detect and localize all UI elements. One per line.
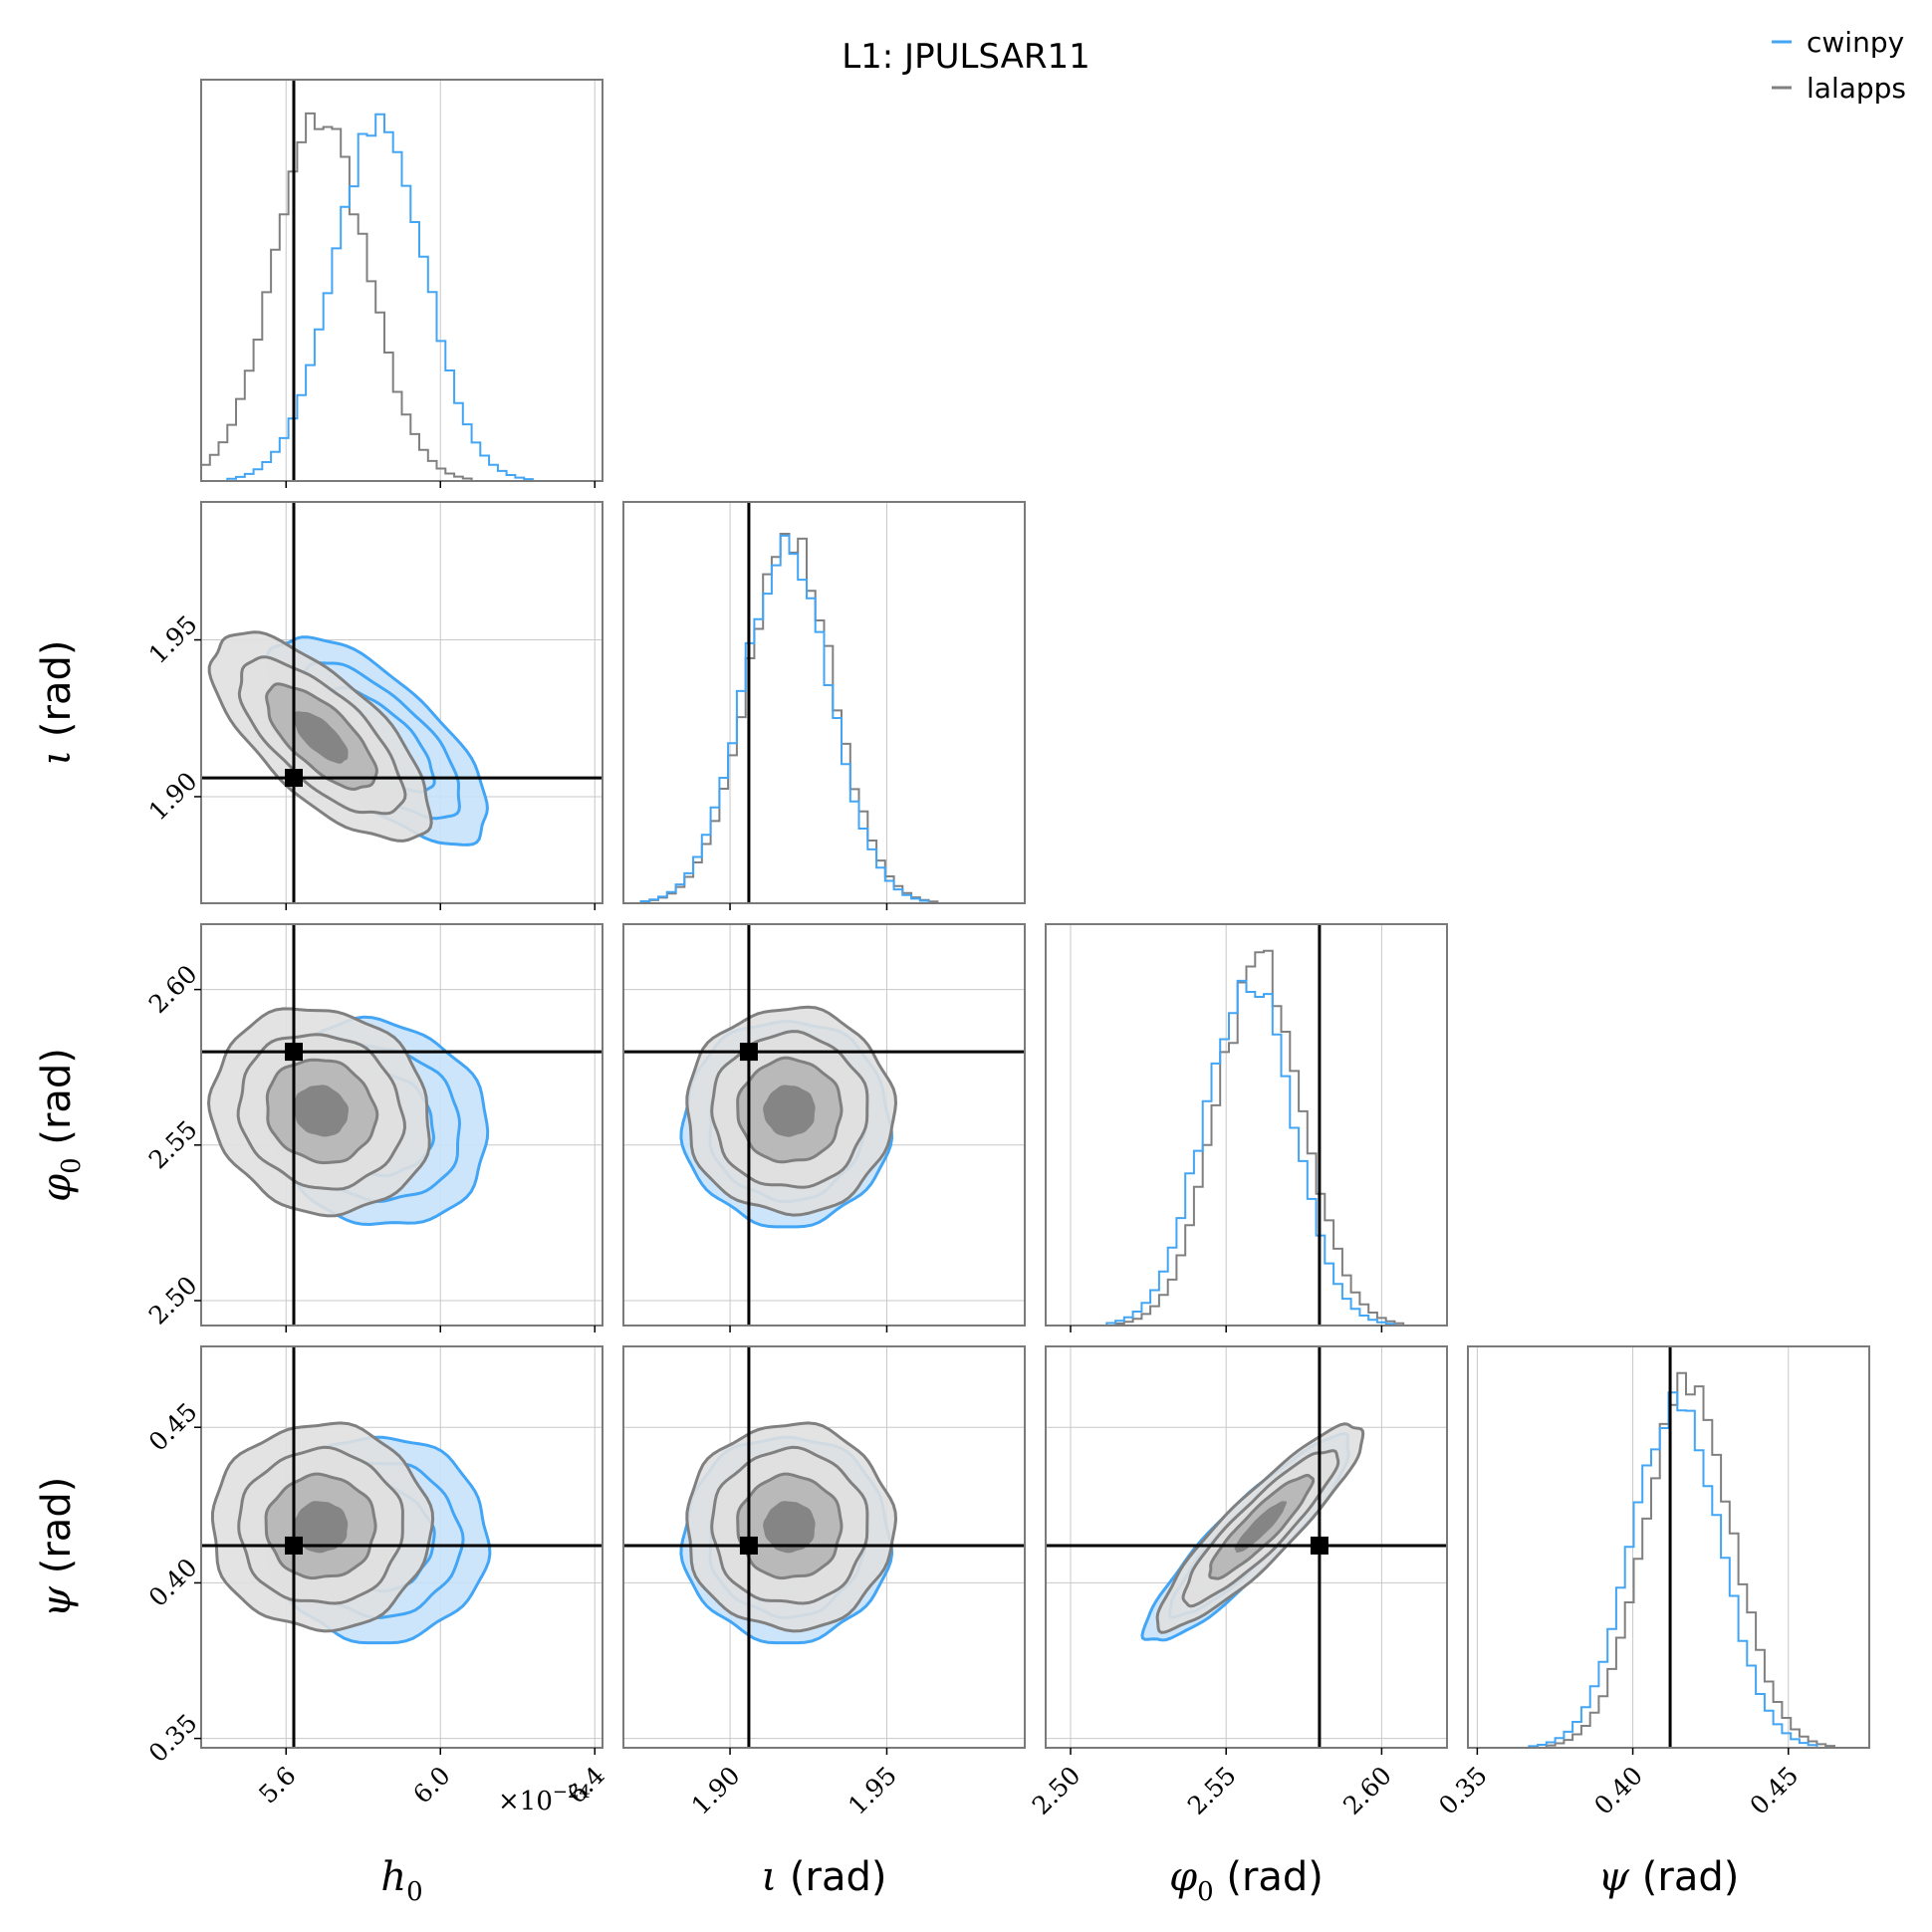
- y-axis-label-psi: ψ (rad): [34, 1477, 80, 1618]
- x-axis-label-psi: ψ (rad): [1598, 1854, 1740, 1900]
- joint-panel-phi0-psi: 2.50 2.55 2.60: [1027, 1345, 1448, 1820]
- x-axis-label-iota: ι (rad): [762, 1854, 887, 1900]
- panel-frame: [622, 923, 1026, 1327]
- truth-marker: [285, 1043, 303, 1062]
- panel-frame: [200, 79, 604, 482]
- x-tick-label: 1.95: [843, 1761, 902, 1820]
- truth-marker: [285, 769, 303, 788]
- panel-frame: [200, 1345, 604, 1749]
- y-tick-label: 0.40: [143, 1553, 203, 1612]
- panel-frame: [1045, 923, 1448, 1327]
- x-tick-label: 0.45: [1744, 1761, 1804, 1820]
- histogram-lalapps: [623, 533, 1025, 903]
- x-tick-label: 0.40: [1588, 1761, 1648, 1820]
- x-tick-label: 5.6: [253, 1761, 302, 1810]
- histogram-cwinpy: [1468, 1391, 1869, 1748]
- contour-lalapps: [1234, 1501, 1287, 1553]
- contour-lalapps: [763, 1501, 816, 1554]
- joint-panel-h0-phi0: 2.50 2.55 2.60: [143, 923, 604, 1332]
- legend: cwinpy lalapps: [1772, 26, 1906, 105]
- x-axis-label-h0: h0: [380, 1854, 422, 1907]
- figure-title: L1: JPULSAR11: [842, 37, 1090, 77]
- x-tick-label: 2.55: [1182, 1761, 1242, 1820]
- x-tick-label: 0.35: [1433, 1761, 1493, 1820]
- offset-multiplier: ×10−24: [498, 1782, 591, 1816]
- y-tick-label: 0.35: [143, 1708, 203, 1768]
- truth-marker: [739, 1536, 758, 1555]
- y-tick-label: 1.90: [143, 767, 203, 827]
- histogram-panel-h0: [200, 79, 604, 488]
- y-axis-label-phi0: φ0 (rad): [34, 1048, 87, 1202]
- panels: 1.901.952.502.552.605.6 6.0 6.40.350.400.4…: [143, 79, 1870, 1820]
- joint-panel-h0-psi: 5.6 6.0 6.40.350.400.45: [143, 1345, 610, 1810]
- y-tick-label: 1.95: [143, 609, 203, 669]
- histogram-lalapps: [1046, 949, 1447, 1326]
- x-tick-label: 6.0: [407, 1761, 456, 1810]
- truth-marker: [285, 1536, 303, 1555]
- panel-frame: [1467, 1345, 1870, 1749]
- histogram-cwinpy: [623, 534, 1025, 903]
- y-axis-label-iota: ι (rad): [34, 640, 80, 766]
- y-tick-label: 2.60: [143, 959, 203, 1019]
- histogram-cwinpy: [201, 113, 603, 481]
- contour-lalapps: [293, 1085, 349, 1137]
- axis-labels: h0 ι (rad) φ0 (rad) ψ (rad) ι (rad) φ0 (rad) ψ…: [34, 640, 1739, 1907]
- panel-frame: [200, 501, 604, 904]
- legend-label-lalapps: lalapps: [1807, 72, 1906, 105]
- truth-marker: [739, 1043, 758, 1062]
- x-tick-label: 2.50: [1027, 1761, 1087, 1820]
- x-tick-label: 2.60: [1337, 1761, 1397, 1820]
- legend-label-cwinpy: cwinpy: [1807, 26, 1904, 59]
- contour-lalapps: [293, 1501, 349, 1554]
- panel-frame: [200, 923, 604, 1327]
- joint-panel-iota-psi: 1.90 1.95: [622, 1345, 1026, 1820]
- joint-panel-iota-phi0: [622, 923, 1026, 1332]
- histogram-panel-iota: [622, 501, 1026, 910]
- y-tick-label: 2.55: [143, 1115, 203, 1175]
- joint-panel-h0-iota: 1.90 1.95: [143, 501, 604, 910]
- panel-frame: [622, 501, 1026, 904]
- x-tick-label: 1.90: [686, 1761, 746, 1820]
- y-tick-label: 0.45: [143, 1397, 203, 1457]
- panel-frame: [622, 1345, 1026, 1749]
- panel-frame: [1045, 1345, 1448, 1749]
- contour-lalapps: [293, 711, 349, 764]
- histogram-lalapps: [201, 112, 603, 481]
- histogram-panel-psi: 0.35 0.40 0.45: [1433, 1345, 1870, 1820]
- y-tick-label: 2.50: [143, 1271, 203, 1330]
- x-axis-label-phi0: φ0 (rad): [1169, 1854, 1324, 1907]
- truth-marker: [1310, 1536, 1328, 1555]
- contour-lalapps: [763, 1085, 816, 1137]
- histogram-panel-phi0: [1045, 923, 1448, 1332]
- histogram-lalapps: [1468, 1371, 1869, 1748]
- histogram-cwinpy: [1046, 979, 1447, 1326]
